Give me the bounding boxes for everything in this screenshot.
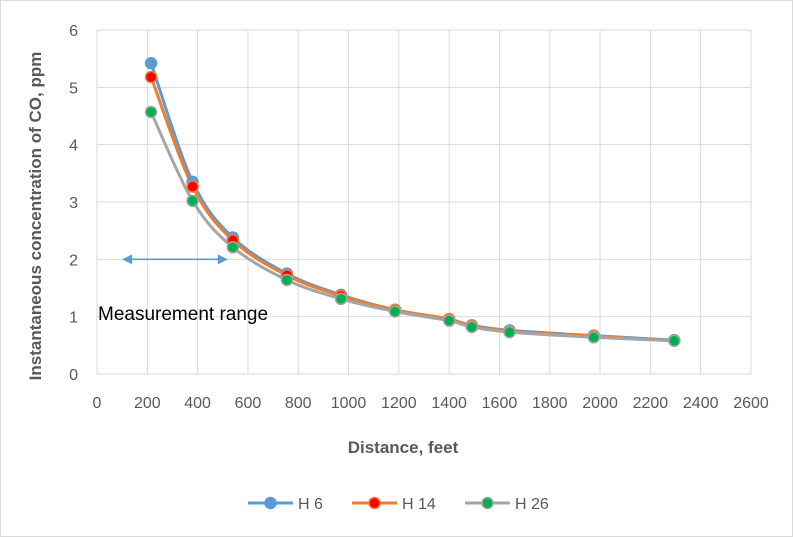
range-arrow-left-head (122, 254, 133, 265)
data-point-h26 (442, 314, 456, 327)
x-tick-label: 2000 (582, 395, 618, 412)
x-axis-title: Distance, feet (348, 438, 459, 457)
data-point-h26 (280, 273, 294, 287)
y-axis-title: Instantaneous concentration of CO, ppm (26, 52, 45, 381)
x-tick-labels: 0 200 400 600 800 1000 1200 1400 1600 1800 2000 220… (93, 395, 769, 412)
y-tick-label: 3 (69, 195, 78, 212)
x-tick-label: 1200 (381, 395, 417, 412)
series-markers (144, 57, 681, 347)
measurement-range-annotation: Measurement range (98, 254, 268, 325)
data-point-h26 (388, 305, 402, 318)
data-point-h26 (334, 292, 348, 306)
data-point-h26 (226, 241, 240, 254)
data-point-h26 (465, 320, 479, 334)
x-tick-label: 600 (235, 395, 262, 412)
x-tick-label: 1600 (482, 395, 518, 412)
legend: H 6 H 14 H 26 (248, 496, 549, 513)
legend-label: H 26 (515, 496, 549, 513)
data-point-h14 (186, 180, 199, 193)
data-point-h26 (186, 194, 199, 208)
x-tick-label: 0 (93, 395, 102, 412)
x-tick-label: 1400 (431, 395, 467, 412)
legend-marker (481, 496, 494, 510)
legend-label: H 6 (298, 496, 323, 513)
y-tick-label: 5 (69, 80, 78, 97)
x-tick-label: 1800 (532, 395, 568, 412)
measurement-range-label: Measurement range (98, 304, 268, 325)
legend-marker (368, 496, 381, 510)
series-line-h14 (149, 76, 675, 343)
x-tick-label: 400 (184, 395, 211, 412)
y-tick-label: 6 (69, 23, 78, 40)
y-tick-labels: 0 1 2 3 4 5 6 (69, 23, 78, 384)
legend-marker (264, 496, 277, 510)
x-tick-label: 2400 (683, 395, 719, 412)
y-tick-label: 0 (69, 367, 78, 384)
range-arrow-right-head (217, 254, 228, 265)
data-point-h26 (503, 325, 516, 339)
y-tick-label: 2 (69, 252, 78, 269)
y-tick-label: 4 (69, 138, 78, 155)
legend-label: H 14 (402, 496, 436, 513)
x-tick-label: 200 (134, 395, 161, 412)
x-tick-label: 2600 (733, 395, 769, 412)
data-point-h14 (144, 70, 158, 84)
data-point-h26 (668, 334, 681, 347)
grid (96, 29, 752, 375)
data-point-h6 (144, 57, 158, 70)
x-tick-label: 1000 (331, 395, 367, 412)
x-tick-label: 2200 (633, 395, 669, 412)
data-point-h26 (587, 331, 601, 344)
y-tick-label: 1 (69, 310, 78, 327)
x-tick-label: 800 (285, 395, 312, 412)
data-point-h26 (144, 105, 158, 119)
